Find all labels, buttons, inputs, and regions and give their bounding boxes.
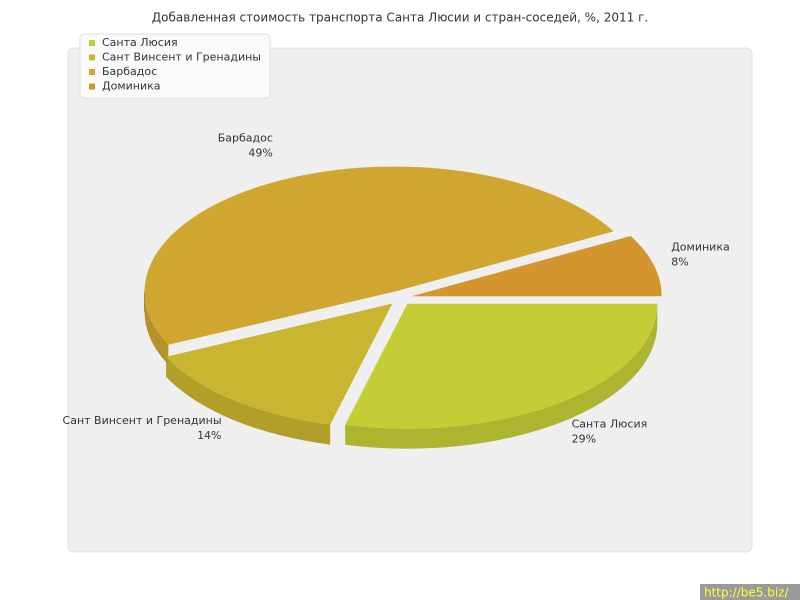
legend-swatch — [89, 54, 95, 61]
legend-label: Барбадос — [102, 65, 157, 78]
slice — [144, 166, 614, 345]
slice — [345, 303, 658, 429]
legend-swatch — [89, 69, 95, 75]
watermark: http://be5.biz/ — [704, 586, 789, 600]
legend-label: Доминика — [102, 80, 161, 93]
legend-label: Сант Винсент и Гренадины — [102, 51, 261, 64]
legend: Санта Люсия Сант Винсент и ГренадиныБарба… — [79, 33, 271, 99]
legend-label: Санта Люсия — [102, 36, 178, 49]
slice-value-label: 8% — [671, 256, 688, 269]
slice-label: Сант Винсент и Гренадины — [63, 414, 222, 427]
chart-title: Добавленная стоимость транспорта Санта Л… — [152, 11, 648, 25]
slice — [411, 235, 662, 297]
slice-side — [166, 356, 331, 445]
slice-label: Санта Люсия — [572, 417, 648, 430]
pie: Санта Люсия 29% Сант Винсент и Гренадины 14… — [63, 132, 730, 449]
slice-value-label: 49% — [248, 147, 272, 160]
legend-swatch — [89, 83, 95, 90]
slice-side — [345, 303, 658, 449]
watermark-bg — [700, 584, 800, 600]
legend-swatch — [89, 40, 95, 46]
slice-label: Доминика — [671, 241, 730, 254]
slice — [166, 303, 393, 425]
slice-value-label: 14% — [197, 429, 221, 442]
slice-value-label: 29% — [572, 432, 596, 445]
legend-box — [79, 33, 271, 99]
slice-side — [144, 291, 169, 365]
slice-label: Барбадос — [218, 132, 273, 145]
plot-area — [67, 47, 753, 553]
